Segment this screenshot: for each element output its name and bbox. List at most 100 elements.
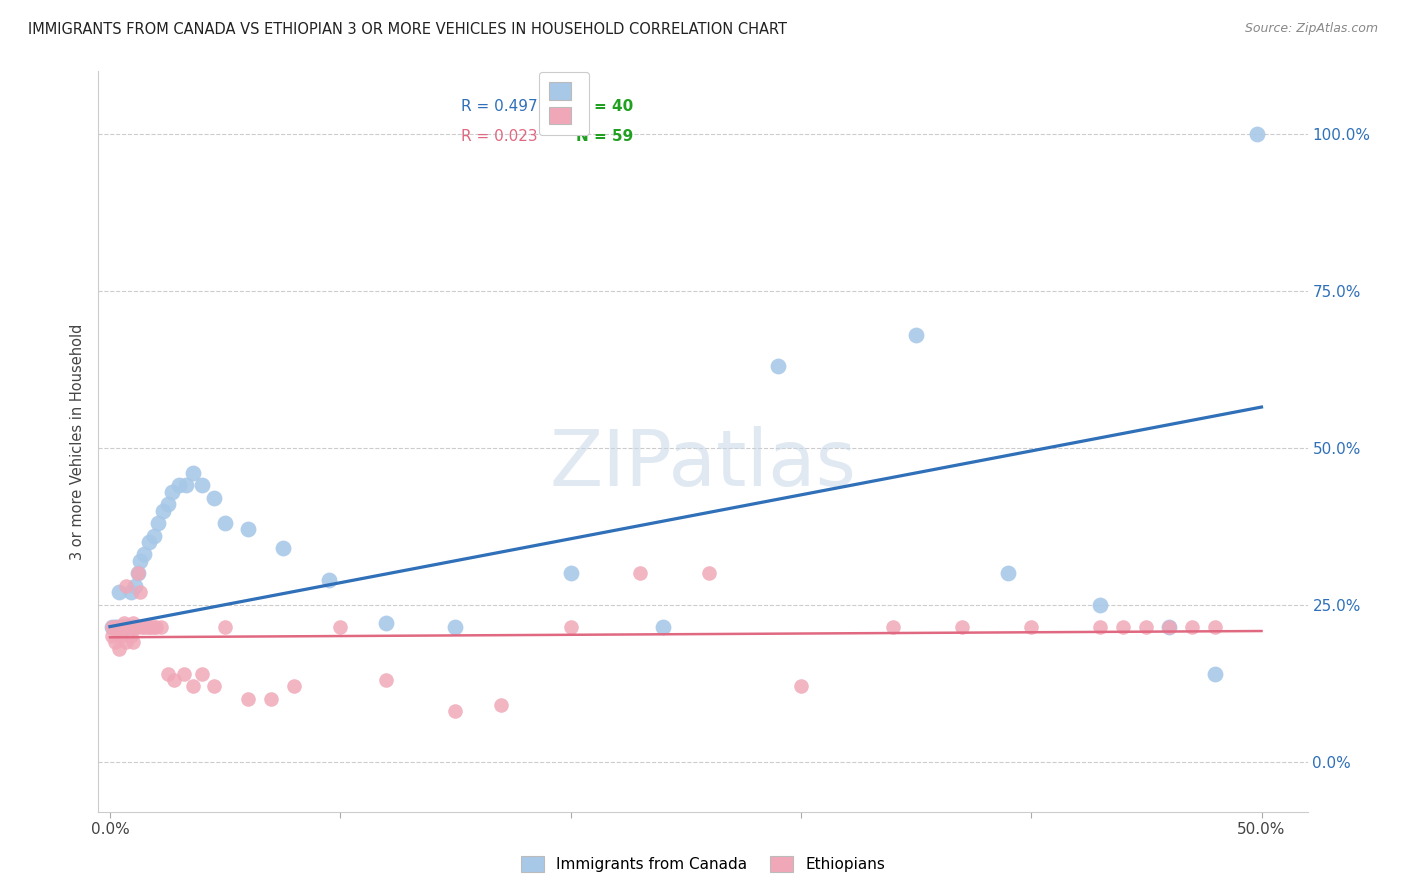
Point	[108, 585, 131, 599]
Text: R = 0.497: R = 0.497	[461, 100, 537, 114]
Point	[950, 620, 973, 634]
Point	[1090, 598, 1112, 612]
Point	[444, 704, 467, 718]
Point	[1181, 620, 1204, 634]
Point	[1246, 127, 1268, 141]
Point	[191, 666, 214, 681]
Text: ZIPatlas: ZIPatlas	[550, 425, 856, 502]
Point	[108, 620, 131, 634]
Point	[103, 635, 125, 649]
Point	[1019, 620, 1042, 634]
Point	[156, 497, 179, 511]
Point	[214, 516, 236, 530]
Point	[145, 620, 167, 634]
Point	[160, 484, 183, 499]
Point	[236, 522, 259, 536]
Point	[152, 503, 174, 517]
Point	[1159, 620, 1181, 634]
Point	[560, 566, 582, 581]
Legend: , : ,	[538, 71, 589, 136]
Point	[167, 478, 190, 492]
Point	[120, 629, 142, 643]
Point	[1159, 620, 1181, 634]
Point	[103, 620, 125, 634]
Point	[124, 620, 146, 634]
Point	[101, 620, 124, 634]
Point	[1090, 620, 1112, 634]
Point	[1204, 666, 1226, 681]
Point	[181, 466, 204, 480]
Point	[329, 620, 352, 634]
Point	[156, 666, 179, 681]
Text: R = 0.023: R = 0.023	[461, 129, 537, 145]
Point	[127, 566, 149, 581]
Point	[141, 620, 163, 634]
Y-axis label: 3 or more Vehicles in Household: 3 or more Vehicles in Household	[70, 324, 86, 559]
Point	[628, 566, 651, 581]
Point	[560, 620, 582, 634]
Point	[128, 554, 150, 568]
Point	[790, 679, 813, 693]
Point	[117, 620, 139, 634]
Point	[997, 566, 1019, 581]
Point	[651, 620, 673, 634]
Point	[181, 679, 204, 693]
Point	[122, 620, 145, 634]
Point	[115, 635, 138, 649]
Point	[115, 620, 138, 634]
Point	[1204, 620, 1226, 634]
Point	[115, 579, 138, 593]
Point	[173, 666, 195, 681]
Point	[110, 620, 132, 634]
Point	[127, 566, 149, 581]
Point	[101, 629, 124, 643]
Point	[122, 635, 145, 649]
Point	[149, 620, 172, 634]
Point	[112, 620, 135, 634]
Point	[101, 620, 124, 634]
Point	[122, 616, 145, 631]
Point	[112, 616, 135, 631]
Point	[148, 516, 170, 530]
Point	[491, 698, 513, 712]
Point	[163, 673, 186, 687]
Point	[110, 629, 132, 643]
Point	[318, 573, 340, 587]
Point	[214, 620, 236, 634]
Point	[236, 691, 259, 706]
Text: N = 59: N = 59	[576, 129, 633, 145]
Point	[202, 679, 225, 693]
Point	[142, 620, 165, 634]
Point	[905, 327, 928, 342]
Point	[127, 620, 149, 634]
Point	[124, 579, 146, 593]
Point	[1135, 620, 1157, 634]
Point	[120, 620, 142, 634]
Point	[766, 359, 789, 374]
Text: N = 40: N = 40	[576, 100, 633, 114]
Point	[202, 491, 225, 505]
Legend: Immigrants from Canada, Ethiopians: Immigrants from Canada, Ethiopians	[513, 848, 893, 880]
Point	[191, 478, 214, 492]
Point	[260, 691, 283, 706]
Point	[108, 641, 131, 656]
Point	[103, 620, 125, 634]
Point	[117, 620, 139, 634]
Point	[120, 585, 142, 599]
Point	[375, 673, 398, 687]
Text: Source: ZipAtlas.com: Source: ZipAtlas.com	[1244, 22, 1378, 36]
Point	[138, 535, 160, 549]
Point	[110, 620, 132, 634]
Point	[128, 585, 150, 599]
Point	[105, 623, 128, 637]
Point	[131, 620, 153, 634]
Point	[174, 478, 197, 492]
Point	[142, 529, 165, 543]
Point	[117, 620, 139, 634]
Point	[105, 620, 128, 634]
Point	[112, 620, 135, 634]
Point	[697, 566, 720, 581]
Point	[105, 620, 128, 634]
Point	[134, 548, 156, 562]
Point	[1112, 620, 1135, 634]
